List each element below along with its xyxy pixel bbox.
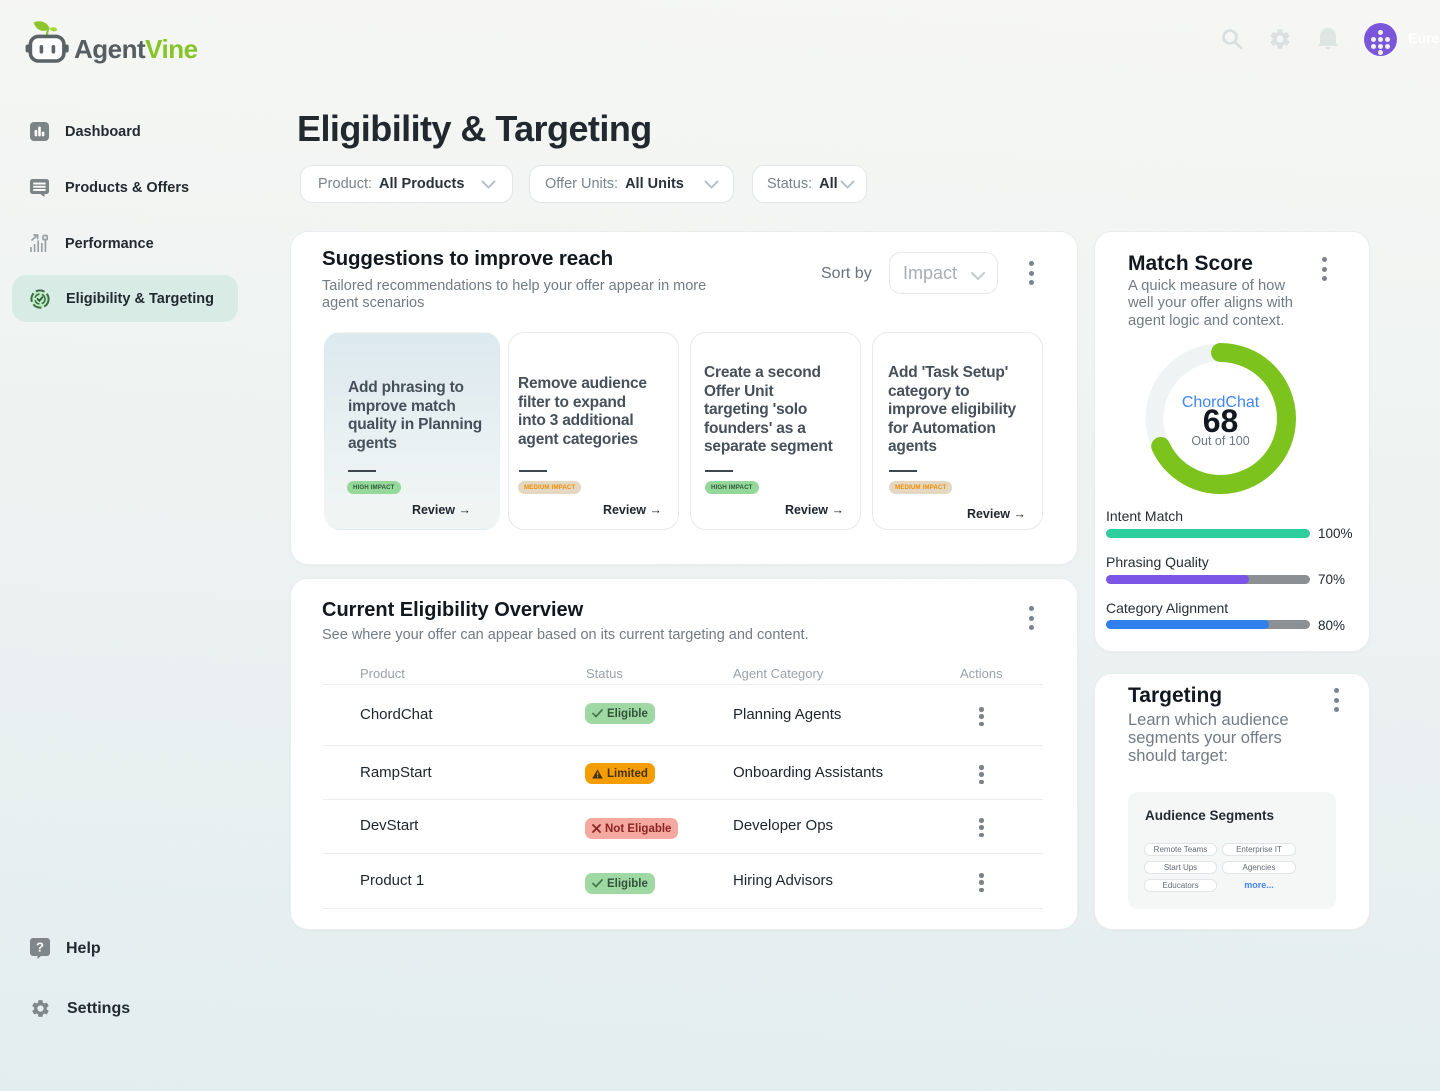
svg-text:?: ?: [36, 940, 44, 955]
